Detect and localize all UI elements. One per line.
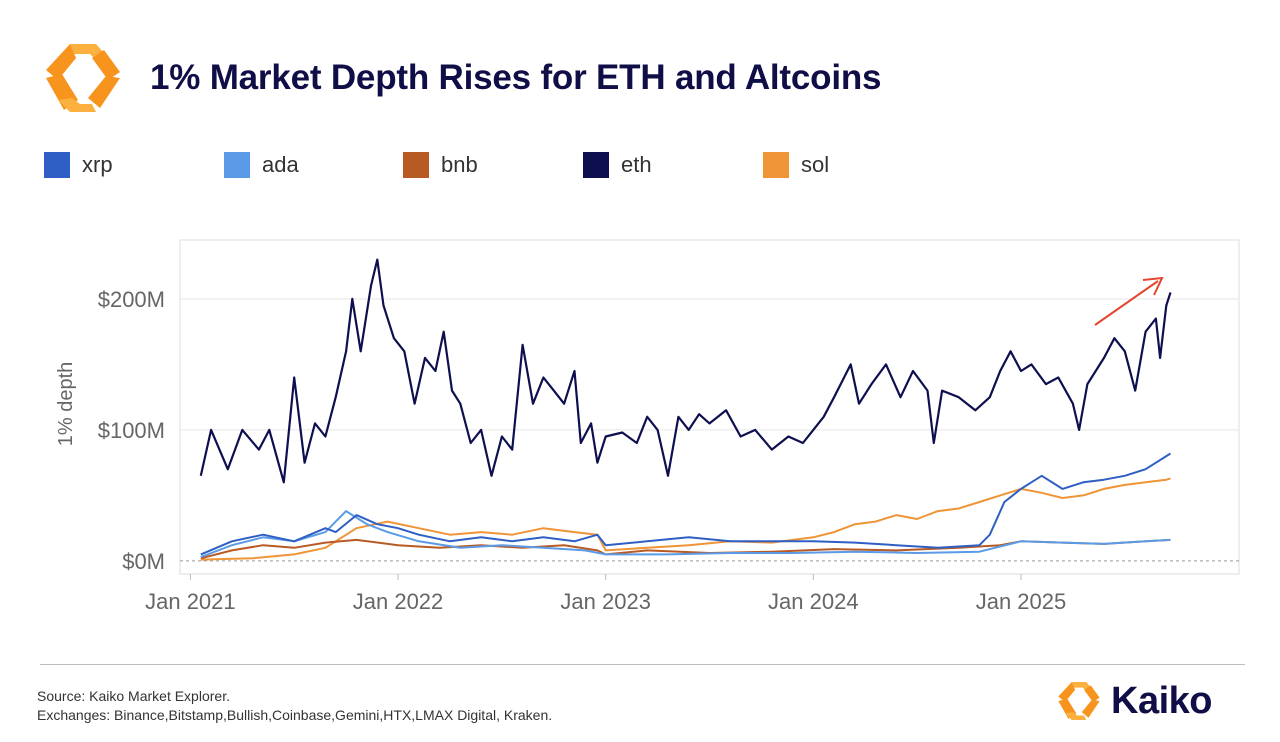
series-line-ada: [200, 510, 1171, 558]
page-title: 1% Market Depth Rises for ETH and Altcoi…: [150, 58, 882, 97]
footer-divider: [40, 664, 1245, 665]
y-tick-label: $200M: [98, 287, 165, 312]
legend-item-eth[interactable]: eth: [583, 150, 652, 180]
legend-label-ada: ada: [262, 152, 299, 177]
y-tick-label: $100M: [98, 418, 165, 443]
series-line-eth: [199, 258, 1172, 484]
brand-name: Kaiko: [1111, 679, 1212, 722]
source-line: Source: Kaiko Market Explorer.: [37, 688, 230, 704]
x-tick-label: Jan 2023: [560, 589, 651, 614]
legend-swatch-eth: [583, 152, 609, 178]
axis-ticks: $0M $100M $200M Jan 2021 Jan 2022 Jan 2023 Jan…: [98, 287, 1067, 614]
series-line-bnb: [200, 538, 1171, 560]
legend-label-bnb: bnb: [441, 152, 478, 177]
series-lines: [199, 258, 1172, 561]
x-tick-label: Jan 2022: [353, 589, 444, 614]
legend-swatch-ada: [224, 152, 250, 178]
legend-label-sol: sol: [801, 152, 830, 177]
series-line-sol: [200, 477, 1171, 561]
y-tick-label: $0M: [122, 549, 165, 574]
legend-swatch-xrp: [44, 152, 70, 178]
grid-lines: [180, 298, 1239, 562]
exchanges-line: Exchanges: Binance,Bitstamp,Bullish,Coin…: [37, 707, 553, 723]
legend-label-xrp: xrp: [82, 152, 113, 177]
legend-item-sol[interactable]: sol: [763, 150, 829, 180]
brand-mark: Kaiko: [1055, 676, 1212, 726]
x-tick-label: Jan 2021: [145, 589, 236, 614]
legend-swatch-bnb: [403, 152, 429, 178]
chart-legend: xrp ada bnb eth sol: [44, 150, 944, 180]
plot-frame: [179, 239, 1240, 575]
legend-swatch-sol: [763, 152, 789, 178]
x-tick-label: Jan 2024: [768, 589, 859, 614]
series-line-xrp: [200, 452, 1172, 556]
legend-item-xrp[interactable]: xrp: [44, 150, 113, 180]
legend-label-eth: eth: [621, 152, 652, 177]
legend-item-bnb[interactable]: bnb: [403, 150, 478, 180]
y-axis-label: 1% depth: [55, 362, 77, 447]
annotation-arrow: [1094, 276, 1164, 326]
source-note: Source: Kaiko Market Explorer. Exchanges…: [37, 687, 552, 725]
x-tick-label: Jan 2025: [976, 589, 1067, 614]
kaiko-logo-icon: [46, 44, 120, 112]
kaiko-logo-icon: [1058, 682, 1100, 720]
legend-item-ada[interactable]: ada: [224, 150, 299, 180]
